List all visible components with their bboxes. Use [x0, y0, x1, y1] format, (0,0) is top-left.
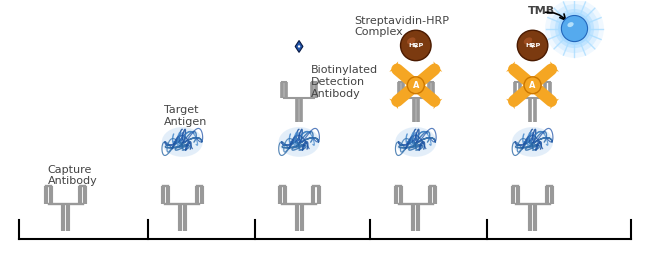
Circle shape [400, 30, 431, 61]
Ellipse shape [524, 37, 532, 44]
Circle shape [562, 16, 588, 42]
Polygon shape [295, 41, 303, 52]
Circle shape [555, 9, 594, 48]
Polygon shape [434, 99, 442, 109]
Ellipse shape [512, 127, 553, 157]
Circle shape [517, 30, 548, 61]
Circle shape [550, 4, 599, 53]
Text: Biotinylated
Detection
Antibody: Biotinylated Detection Antibody [311, 65, 378, 99]
Text: A: A [413, 81, 419, 90]
Circle shape [415, 45, 417, 48]
Circle shape [531, 45, 534, 48]
Circle shape [545, 0, 604, 58]
Circle shape [408, 77, 424, 94]
Text: TMB: TMB [528, 6, 554, 16]
Ellipse shape [279, 127, 320, 157]
Polygon shape [528, 41, 536, 52]
Ellipse shape [162, 127, 203, 157]
Polygon shape [506, 99, 515, 109]
Polygon shape [434, 61, 442, 72]
Text: Streptavidin-HRP
Complex: Streptavidin-HRP Complex [354, 16, 449, 37]
Text: A: A [529, 81, 536, 90]
Polygon shape [412, 41, 420, 52]
Text: Capture
Antibody: Capture Antibody [47, 165, 98, 186]
Circle shape [524, 77, 541, 94]
Text: HRP: HRP [408, 43, 423, 48]
Text: HRP: HRP [525, 43, 540, 48]
Circle shape [558, 12, 591, 45]
Polygon shape [550, 61, 559, 72]
Ellipse shape [395, 127, 436, 157]
Ellipse shape [567, 22, 574, 27]
Polygon shape [506, 61, 515, 72]
Circle shape [298, 45, 300, 48]
Text: Target
Antigen: Target Antigen [164, 105, 208, 127]
Ellipse shape [407, 37, 415, 44]
Polygon shape [389, 99, 398, 109]
Polygon shape [389, 61, 398, 72]
Polygon shape [550, 99, 559, 109]
